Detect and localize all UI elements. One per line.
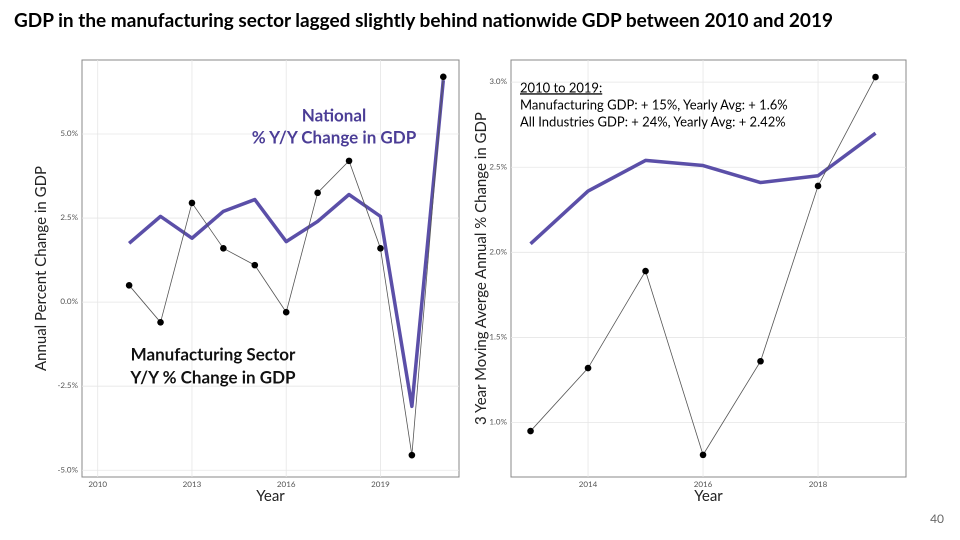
slide-title: GDP in the manufacturing sector lagged s… — [14, 9, 833, 32]
y-tick-label: 2.5% — [489, 161, 507, 171]
annotation: % Y/Y Change in GDP — [252, 126, 417, 147]
data-point — [251, 261, 259, 269]
x-tick-label: 2019 — [371, 479, 390, 489]
series-line — [529, 131, 877, 246]
x-tick-label: 2014 — [579, 479, 598, 489]
y-tick-label: 5.0% — [60, 128, 78, 138]
series-line — [127, 80, 446, 409]
annotation: Manufacturing Sector — [131, 343, 296, 364]
data-point — [584, 364, 592, 372]
annotation: National — [302, 104, 367, 125]
annotation: All Industries GDP: + 24%, Yearly Avg: +… — [520, 113, 786, 129]
data-point — [125, 282, 133, 289]
data-point — [439, 73, 447, 81]
y-tick-label: -2.5% — [57, 380, 78, 390]
y-tick-label: 1.0% — [489, 417, 507, 427]
x-tick-label: 2016 — [277, 479, 296, 489]
data-point — [757, 357, 764, 365]
data-point — [188, 199, 196, 207]
x-tick-label: 2018 — [809, 479, 828, 489]
data-point — [220, 245, 227, 252]
y-tick-label: 0.0% — [60, 296, 78, 306]
data-point — [408, 451, 416, 459]
page-number: 40 — [930, 511, 944, 526]
x-tick-label: 2010 — [88, 479, 107, 489]
annotation: Y/Y % Change in GDP — [129, 366, 296, 387]
x-axis-title: Year — [694, 487, 723, 505]
y-tick-label: 1.5% — [489, 331, 507, 341]
y-axis-title: Annual Percent Change in GDP — [32, 166, 50, 371]
y-tick-label: 2.0% — [489, 246, 507, 256]
y-tick-label: 3.0% — [489, 76, 507, 86]
data-point — [314, 189, 321, 197]
y-tick-label: 2.5% — [60, 212, 78, 222]
data-point — [699, 451, 707, 459]
annotation: Manufacturing GDP: + 15%, Yearly Avg: + … — [520, 96, 788, 112]
data-point — [157, 319, 164, 326]
data-point — [282, 308, 290, 316]
data-point — [377, 245, 384, 252]
x-axis-title: Year — [256, 487, 285, 505]
y-tick-label: -5.0% — [57, 464, 78, 474]
data-point — [345, 157, 353, 165]
plot-frame — [510, 59, 907, 478]
y-axis-title: 3 Year Moving Averge Annual % Change in … — [472, 112, 490, 425]
data-point — [642, 267, 649, 275]
annotation: 2010 to 2019: — [520, 79, 602, 95]
data-point — [814, 182, 822, 190]
x-tick-label: 2016 — [694, 479, 713, 489]
x-tick-label: 2013 — [183, 479, 202, 489]
data-point — [872, 73, 879, 81]
plot-frame — [81, 59, 460, 478]
data-point — [527, 427, 534, 435]
